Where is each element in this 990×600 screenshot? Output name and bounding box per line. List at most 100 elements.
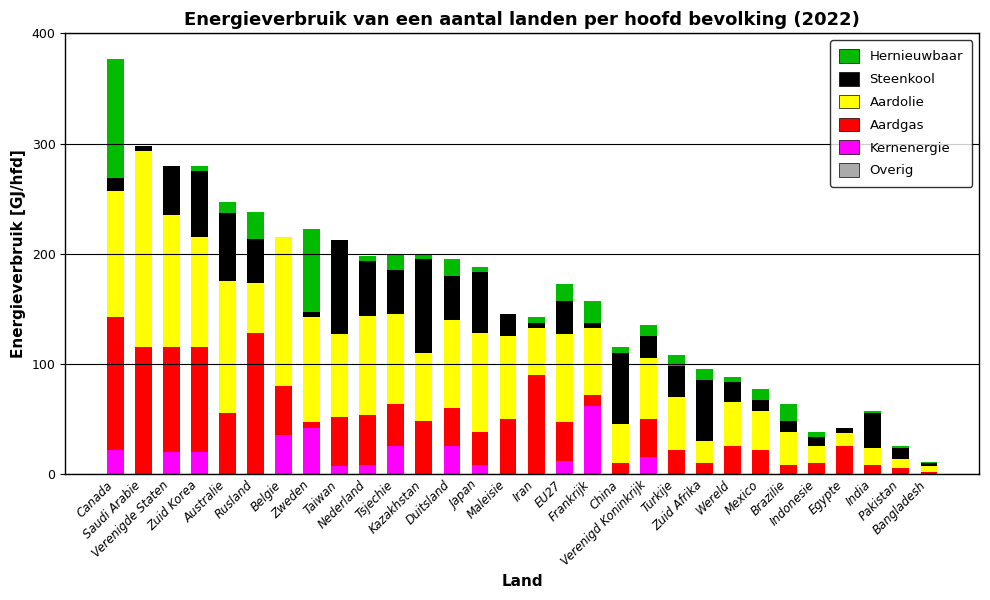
Bar — [892, 460, 909, 468]
Bar — [500, 419, 517, 474]
Bar — [387, 404, 404, 446]
Bar — [303, 428, 320, 474]
Bar — [528, 317, 545, 323]
Bar — [416, 421, 433, 474]
Bar — [219, 281, 236, 413]
Bar — [107, 178, 124, 191]
Bar — [248, 212, 264, 239]
Bar — [668, 449, 685, 474]
Bar — [191, 237, 208, 347]
Bar — [555, 422, 572, 461]
Bar — [219, 213, 236, 281]
Bar — [528, 328, 545, 374]
Bar — [555, 334, 572, 422]
Bar — [303, 422, 320, 428]
Bar — [837, 428, 853, 433]
Bar — [864, 465, 881, 474]
Bar — [696, 463, 713, 474]
Bar — [303, 317, 320, 422]
Bar — [500, 336, 517, 419]
Bar — [752, 389, 769, 400]
Bar — [555, 284, 572, 301]
Bar — [359, 415, 376, 465]
Y-axis label: Energieverbruik [GJ/hfd]: Energieverbruik [GJ/hfd] — [11, 149, 26, 358]
Bar — [696, 380, 713, 441]
Bar — [332, 416, 348, 466]
Bar — [780, 432, 797, 465]
Bar — [864, 411, 881, 413]
X-axis label: Land: Land — [501, 574, 543, 589]
Bar — [724, 402, 741, 446]
Bar — [332, 466, 348, 474]
Bar — [387, 254, 404, 270]
Bar — [107, 191, 124, 317]
Bar — [303, 312, 320, 317]
Bar — [668, 355, 685, 366]
Bar — [780, 404, 797, 421]
Bar — [696, 369, 713, 380]
Bar — [500, 314, 517, 336]
Bar — [780, 421, 797, 432]
Bar — [640, 419, 656, 457]
Bar — [892, 448, 909, 460]
Bar — [640, 358, 656, 419]
Bar — [471, 465, 488, 474]
Bar — [471, 267, 488, 272]
Bar — [921, 466, 938, 472]
Bar — [808, 446, 825, 463]
Bar — [808, 463, 825, 474]
Bar — [640, 336, 656, 358]
Bar — [332, 334, 348, 416]
Bar — [921, 461, 938, 463]
Title: Energieverbruik van een aantal landen per hoofd bevolking (2022): Energieverbruik van een aantal landen pe… — [184, 11, 860, 29]
Bar — [471, 432, 488, 465]
Bar — [444, 275, 460, 320]
Bar — [107, 59, 124, 178]
Bar — [724, 377, 741, 382]
Bar — [640, 325, 656, 336]
Bar — [584, 406, 601, 474]
Bar — [163, 215, 180, 347]
Bar — [191, 452, 208, 474]
Bar — [416, 353, 433, 421]
Bar — [752, 449, 769, 474]
Bar — [107, 317, 124, 449]
Bar — [752, 400, 769, 411]
Bar — [808, 432, 825, 437]
Bar — [275, 435, 292, 474]
Bar — [359, 316, 376, 415]
Bar — [471, 272, 488, 333]
Bar — [528, 323, 545, 328]
Bar — [696, 441, 713, 463]
Bar — [303, 229, 320, 312]
Bar — [808, 437, 825, 446]
Bar — [584, 323, 601, 328]
Bar — [724, 382, 741, 402]
Bar — [135, 151, 151, 347]
Bar — [612, 353, 629, 424]
Bar — [107, 449, 124, 474]
Bar — [640, 457, 656, 474]
Bar — [416, 259, 433, 353]
Bar — [219, 202, 236, 213]
Bar — [191, 166, 208, 171]
Bar — [248, 283, 264, 333]
Bar — [359, 256, 376, 262]
Bar — [555, 461, 572, 474]
Bar — [921, 472, 938, 474]
Bar — [837, 446, 853, 474]
Bar — [387, 270, 404, 314]
Bar — [864, 413, 881, 448]
Bar — [332, 241, 348, 334]
Bar — [892, 446, 909, 448]
Bar — [444, 320, 460, 408]
Bar — [584, 328, 601, 395]
Bar — [359, 465, 376, 474]
Bar — [219, 413, 236, 474]
Bar — [864, 448, 881, 465]
Bar — [528, 374, 545, 474]
Bar — [135, 347, 151, 474]
Bar — [780, 465, 797, 474]
Bar — [612, 424, 629, 463]
Bar — [668, 397, 685, 449]
